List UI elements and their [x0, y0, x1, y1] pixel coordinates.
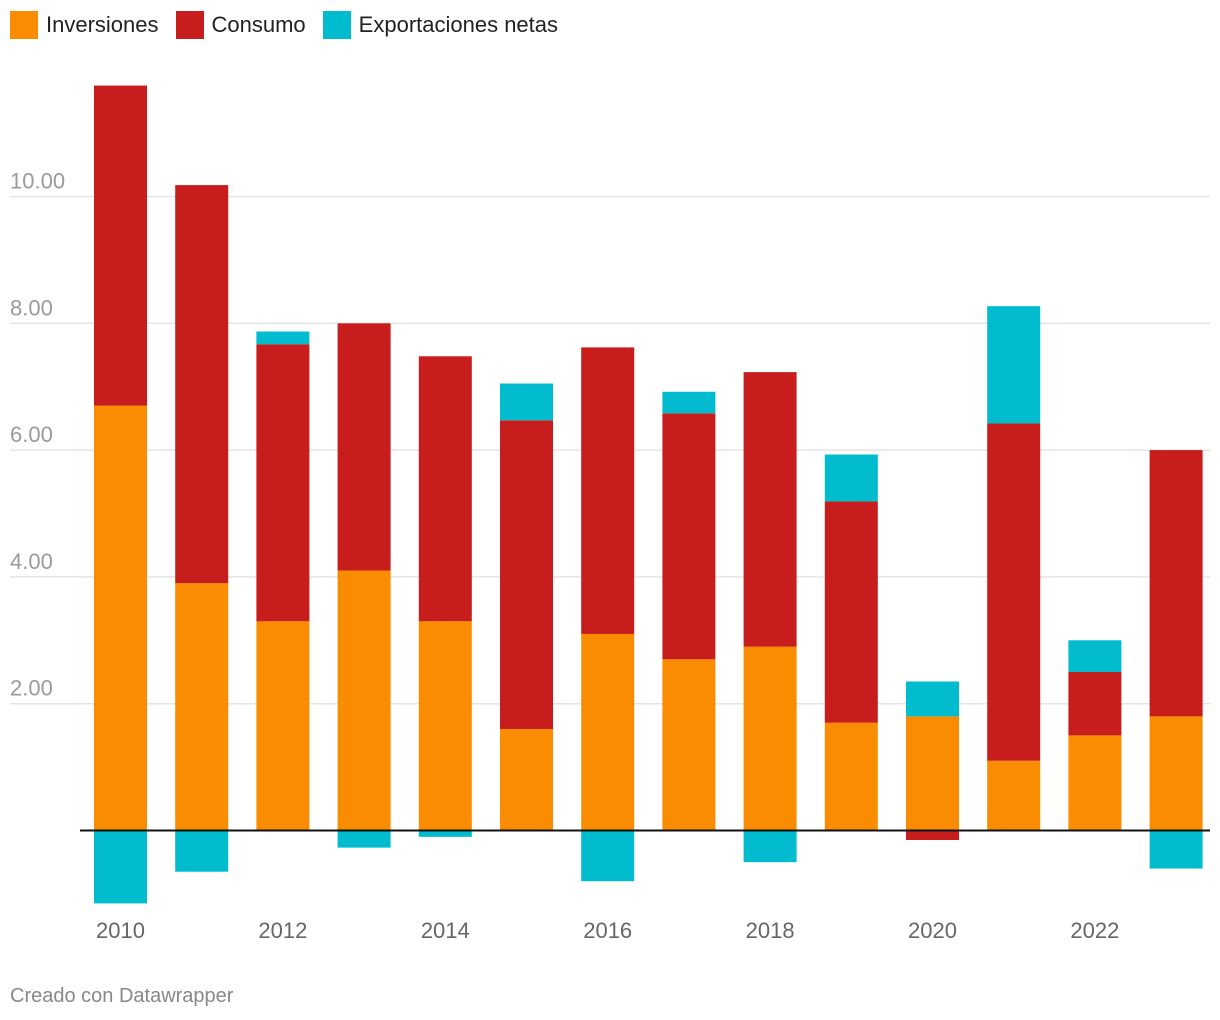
bar-exportaciones-netas-2022	[1068, 640, 1122, 672]
footer-credit: Creado con Datawrapper	[10, 985, 234, 1007]
bar-inversiones-2014	[418, 621, 472, 831]
bar-consumo-2022	[1068, 672, 1122, 736]
bar-exportaciones-netas-2015	[500, 383, 553, 421]
legend-item-exportaciones-netas: Exportaciones netas	[322, 11, 559, 39]
bar-exportaciones-netas-2016	[581, 830, 635, 882]
bar-exportaciones-netas-2014	[418, 830, 472, 837]
y-tick-label: 4.00	[10, 549, 53, 574]
bar-exportaciones-netas-2019	[824, 454, 878, 502]
bar-consumo-2016	[581, 347, 635, 634]
bar-inversiones-2010	[94, 405, 147, 831]
legend-label-consumo: Consumo	[211, 12, 306, 37]
bar-consumo-2011	[175, 185, 229, 584]
x-tick-label: 2020	[908, 918, 957, 943]
bar-consumo-2019	[824, 501, 878, 723]
bar-inversiones-2021	[987, 760, 1041, 831]
x-tick-label: 2012	[258, 918, 307, 943]
bar-inversiones-2018	[743, 646, 797, 831]
y-tick-label: 6.00	[10, 422, 53, 447]
bar-inversiones-2020	[906, 716, 959, 831]
y-tick-label: 2.00	[10, 676, 53, 701]
bar-inversiones-2016	[581, 633, 635, 831]
bar-exportaciones-netas-2018	[743, 830, 797, 863]
bar-consumo-2018	[743, 372, 797, 647]
bar-inversiones-2022	[1068, 735, 1122, 831]
bar-consumo-2015	[500, 420, 553, 730]
bar-consumo-2014	[418, 356, 472, 622]
legend-label-exportaciones-netas: Exportaciones netas	[358, 12, 559, 37]
legend-item-inversiones: Inversiones	[10, 11, 159, 39]
x-tick-label: 2014	[421, 918, 470, 943]
bar-consumo-2017	[662, 413, 716, 660]
bar-consumo-2012	[256, 344, 310, 622]
bar-inversiones-2017	[662, 659, 716, 831]
bar-exportaciones-netas-2023	[1149, 830, 1203, 869]
bar-exportaciones-netas-2021	[987, 306, 1041, 424]
x-tick-label: 2010	[96, 918, 145, 943]
chart-legend: Inversiones Consumo Exportaciones netas	[10, 11, 575, 39]
bar-inversiones-2013	[337, 570, 391, 831]
bar-inversiones-2019	[824, 722, 878, 831]
legend-swatch-inversiones	[10, 11, 38, 39]
x-tick-label: 2022	[1070, 918, 1119, 943]
bar-inversiones-2015	[500, 729, 553, 831]
bar-exportaciones-netas-2020	[906, 681, 959, 717]
bar-exportaciones-netas-2010	[94, 830, 147, 904]
bar-exportaciones-netas-2017	[662, 391, 716, 414]
y-tick-label: 10.00	[10, 169, 65, 194]
bar-inversiones-2012	[256, 621, 310, 831]
bar-exportaciones-netas-2011	[175, 830, 229, 872]
bar-exportaciones-netas-2012	[256, 331, 310, 345]
bar-inversiones-2011	[175, 583, 229, 831]
legend-swatch-consumo	[175, 11, 204, 39]
legend-swatch-exportaciones-netas	[322, 11, 351, 39]
legend-label-inversiones: Inversiones	[46, 12, 159, 37]
x-tick-label: 2016	[583, 918, 632, 943]
bar-consumo-2010	[94, 85, 147, 406]
x-tick-label: 2018	[746, 918, 795, 943]
legend-item-consumo: Consumo	[175, 11, 306, 39]
bar-inversiones-2023	[1149, 716, 1203, 831]
bar-consumo-2023	[1149, 450, 1203, 717]
bar-exportaciones-netas-2013	[337, 830, 391, 848]
y-tick-label: 8.00	[10, 295, 53, 320]
bar-consumo-2013	[337, 323, 391, 571]
bar-consumo-2021	[987, 423, 1041, 761]
bar-consumo-2020	[906, 830, 959, 841]
